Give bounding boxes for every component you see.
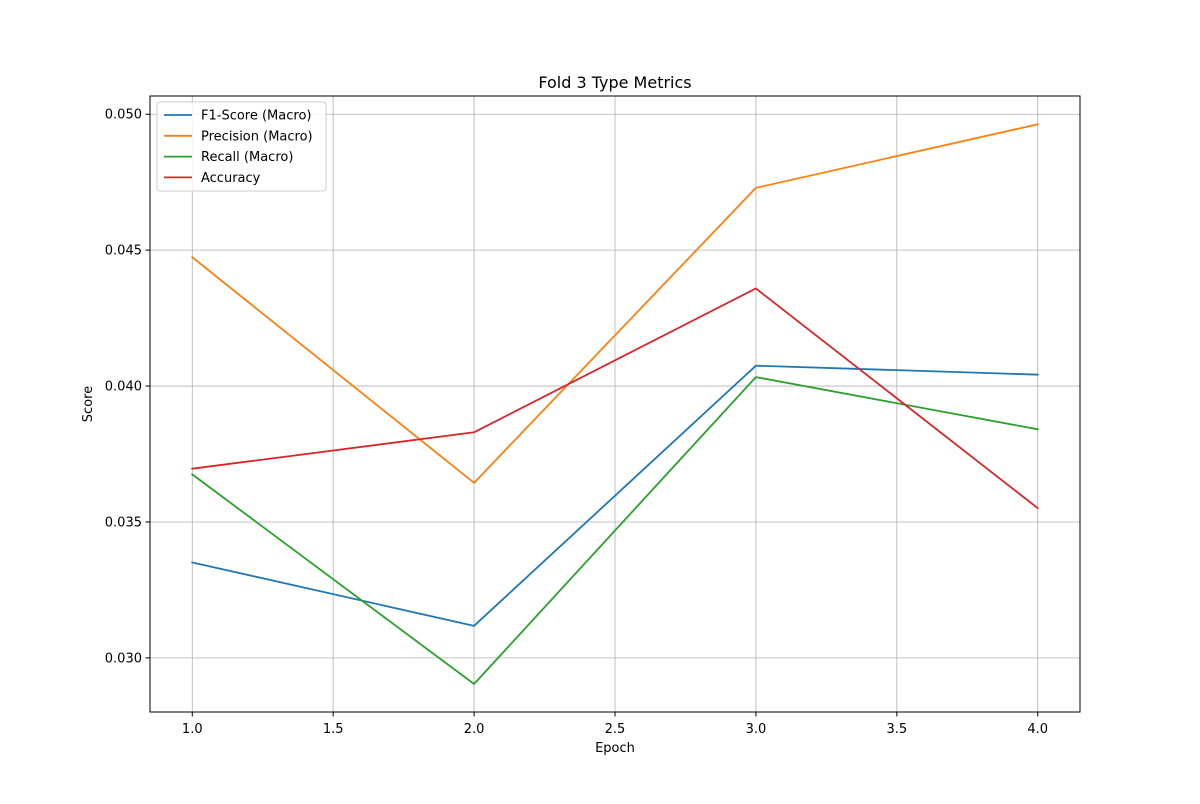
legend-box xyxy=(156,101,327,192)
series-line-recall-macro xyxy=(191,376,1039,685)
chart-title: Fold 3 Type Metrics xyxy=(538,73,691,92)
x-tick-label: 1.5 xyxy=(323,722,344,737)
y-tick-label: 0.045 xyxy=(105,244,142,259)
x-tick-label: 1.0 xyxy=(182,722,203,737)
x-tick-label: 2.0 xyxy=(464,722,485,737)
legend-label-precision-macro: Precision (Macro) xyxy=(201,129,313,144)
legend: F1-Score (Macro) Precision (Macro) Recall … xyxy=(156,101,327,192)
series-line-precision-macro xyxy=(191,123,1039,484)
legend-label-recall-macro: Recall (Macro) xyxy=(201,150,293,165)
y-tick-label: 0.040 xyxy=(105,380,142,395)
grid-lines xyxy=(150,96,1080,712)
y-tick-label: 0.050 xyxy=(105,108,142,123)
x-tick-label: 2.5 xyxy=(605,722,626,737)
x-tick-label: 3.5 xyxy=(886,722,907,737)
y-axis-ticks: 0.030 0.035 0.040 0.045 0.050 xyxy=(105,108,150,666)
series-line-accuracy xyxy=(191,287,1039,510)
legend-label-accuracy: Accuracy xyxy=(201,171,261,186)
y-tick-label: 0.030 xyxy=(105,651,142,666)
x-tick-label: 4.0 xyxy=(1027,722,1048,737)
x-axis-label: Epoch xyxy=(595,741,635,756)
x-tick-label: 3.0 xyxy=(746,722,767,737)
y-axis-label: Score xyxy=(81,386,96,422)
x-axis-ticks: 1.0 1.5 2.0 2.5 3.0 3.5 4.0 xyxy=(182,712,1048,737)
series-lines xyxy=(191,123,1039,685)
series-line-f1-score-macro xyxy=(191,364,1039,627)
legend-label-f1-score-macro: F1-Score (Macro) xyxy=(201,109,311,124)
y-tick-label: 0.035 xyxy=(105,515,142,530)
